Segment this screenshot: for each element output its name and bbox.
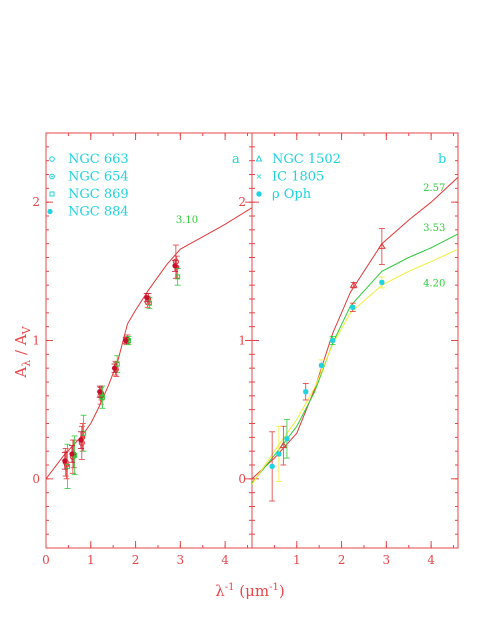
x-tick-label: 3: [177, 553, 185, 567]
data-point: [81, 430, 87, 436]
x-tick-label: 1: [293, 553, 301, 567]
data-point: [350, 304, 356, 310]
y-tick-label: 0: [238, 472, 246, 486]
y-tick-label: 2: [238, 195, 246, 209]
legend-marker: [49, 191, 55, 197]
curve-label: 2.57: [423, 183, 445, 194]
data-point: [111, 365, 118, 371]
x-tick-label: 3: [383, 553, 391, 567]
x-tick-label: 4: [427, 553, 435, 567]
legend-marker: [256, 174, 262, 179]
y-tick-label: 0: [32, 472, 40, 486]
curve-label: 3.53: [423, 223, 445, 234]
data-point: [78, 437, 84, 443]
data-point: [69, 451, 75, 457]
x-tick-label: 2: [338, 553, 346, 567]
data-point: [303, 388, 309, 395]
data-point: [379, 279, 385, 286]
data-point: [62, 458, 68, 464]
data-point: [284, 436, 290, 442]
data-point: [97, 389, 103, 395]
x-tick-label: 4: [221, 553, 229, 567]
panel-label: a: [232, 152, 240, 167]
legend-entry: NGC 654: [68, 170, 129, 185]
data-point: [269, 463, 275, 470]
data-point: [349, 281, 358, 288]
legend-marker: [255, 154, 263, 162]
legend-marker: [49, 173, 55, 180]
data-point: [123, 337, 129, 344]
legend-entry: IC 1805: [272, 170, 324, 185]
data-point: [279, 441, 288, 449]
model-curve-4.20: [252, 248, 458, 485]
data-point: [144, 295, 150, 301]
x-tick-label: 1: [87, 553, 95, 567]
legend-marker-dot: [51, 175, 53, 178]
panel-b: 1 2 3 4 0 1 2 b 2.57 3.53 4.20 NGC 1502 IC 1805 ρ Oph: [238, 132, 459, 567]
y-tick-label: 1: [32, 334, 40, 348]
data-point: [377, 242, 386, 249]
curve-label: 4.20: [423, 279, 445, 290]
legend-entry: NGC 1502: [272, 152, 341, 167]
y-axis-label: Aλ / AV: [12, 325, 33, 378]
data-point: [175, 274, 181, 280]
panel-a: 0 1 2 3 4 0 1 2 a 3.10 NGC 663 NGC 654 NGC 869 NGC 88…: [32, 132, 253, 567]
panel-label: b: [438, 152, 446, 167]
x-axis-label: λ-1 (μm-1): [215, 582, 284, 600]
x-tick-label: 0: [42, 553, 50, 567]
data-point: [172, 263, 178, 269]
y-tick-label: 2: [32, 195, 40, 209]
legend-entry: NGC 663: [68, 152, 129, 167]
legend-marker: [49, 156, 55, 162]
legend-marker: [256, 191, 262, 197]
legend-entry: NGC 869: [68, 187, 129, 202]
x-tick-label: 2: [132, 553, 140, 567]
data-point: [329, 337, 336, 344]
legend-marker: [47, 208, 53, 215]
legend-entry: ρ Oph: [272, 187, 312, 202]
model-curve-3.53: [252, 233, 458, 484]
data-point: [64, 463, 70, 469]
model-curve-3.10: [46, 207, 252, 480]
curve-label: 3.10: [176, 215, 198, 226]
legend-entry: NGC 884: [68, 205, 129, 220]
data-point: [318, 362, 325, 369]
data-point: [146, 300, 152, 306]
y-tick-label: 1: [238, 334, 246, 348]
data-point: [276, 451, 282, 457]
